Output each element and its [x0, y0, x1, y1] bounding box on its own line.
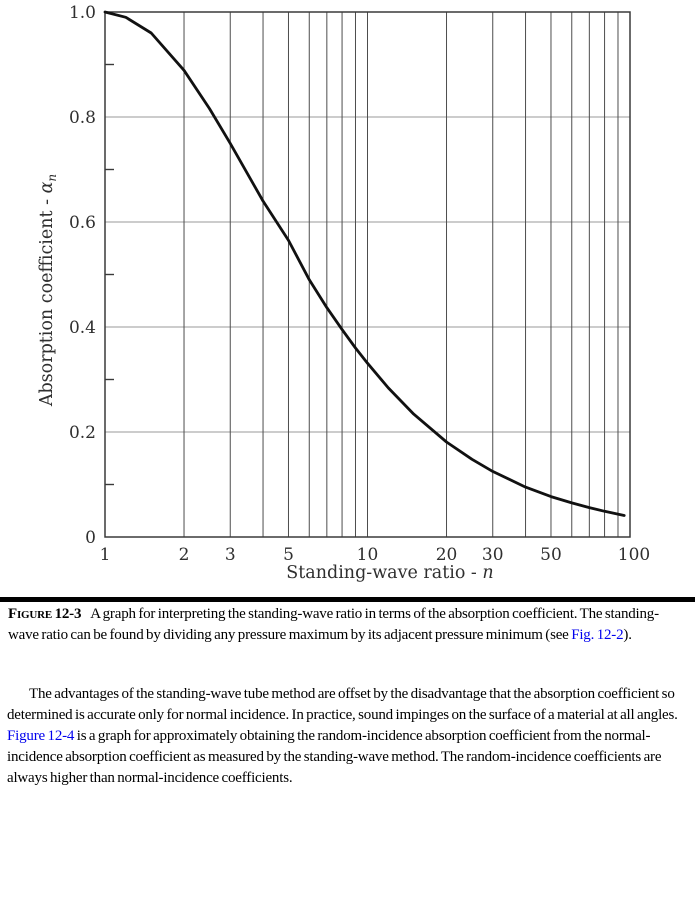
vertical-gridlines	[183, 12, 619, 537]
y-tick-label: 0	[85, 528, 96, 548]
y-axis-title: Absorption coefficient - αn	[37, 174, 59, 407]
y-minor-ticks	[105, 63, 114, 486]
x-tick-label: 1	[100, 545, 111, 565]
x-axis-title: Standing-wave ratio - n	[286, 563, 493, 583]
figure-caption-text-end: ).	[623, 627, 632, 643]
body-paragraph: The advantages of the standing-wave tube…	[0, 684, 695, 789]
x-tick-label: 100	[618, 545, 650, 565]
body-text-1: The advantages of the standing-wave tube…	[7, 686, 678, 723]
x-tick-label: 3	[225, 545, 236, 565]
x-tick-label: 5	[283, 545, 294, 565]
figure-caption-text: A graph for interpreting the standing-wa…	[8, 606, 659, 643]
x-tick-label: 2	[179, 545, 190, 565]
fig-12-2-link[interactable]: Fig. 12-2	[571, 627, 624, 643]
figure-separator-bar	[0, 597, 695, 602]
x-tick-label: 20	[436, 545, 458, 565]
y-tick-label: 0.6	[69, 213, 96, 233]
absorption-curve	[103, 10, 626, 517]
figure-caption-label: Figure 12-3	[8, 606, 82, 622]
figure-12-4-link[interactable]: Figure 12-4	[7, 728, 75, 744]
x-tick-label: 10	[357, 545, 379, 565]
y-tick-label: 0.2	[69, 423, 96, 443]
x-tick-label: 30	[482, 545, 504, 565]
figure-caption: Figure 12-3 A graph for interpreting the …	[0, 604, 695, 646]
y-tick-label: 0.8	[69, 108, 96, 128]
y-tick-label: 0.4	[69, 318, 96, 338]
body-text-2: is a graph for approximately obtaining t…	[7, 728, 662, 786]
x-axis-labels: 1 2 3 5 10 20 30 50 100	[100, 545, 651, 565]
figure-12-3-chart: 1.0 0.8 0.6 0.4 0.2 0 1 2 3 5 10 20 30 50 100 Standing-…	[37, 3, 651, 583]
absorption-coefficient-chart: 1.0 0.8 0.6 0.4 0.2 01 2 3 5 10 20 30 50 100 Standing-…	[37, 3, 651, 583]
y-axis-labels: 1.0 0.8 0.6 0.4 0.2 0	[69, 3, 96, 548]
x-tick-label: 50	[540, 545, 562, 565]
y-tick-label: 1.0	[69, 3, 96, 23]
